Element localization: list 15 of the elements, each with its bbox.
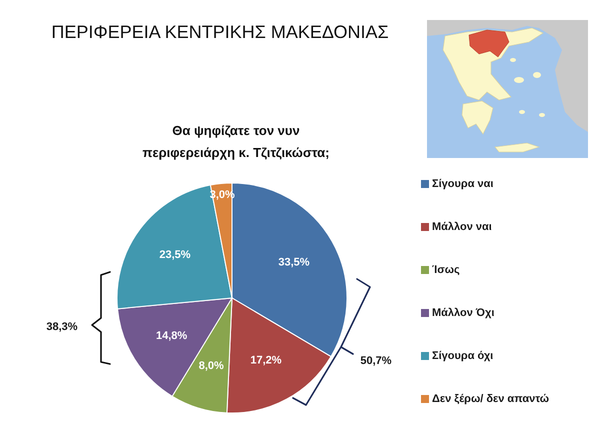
legend-label: Δεν ξέρω/ δεν απαντώ bbox=[432, 393, 550, 405]
legend-label: Σίγουρα όχι bbox=[432, 350, 494, 362]
chart-subtitle: Θα ψηφίζατε τον νυν περιφερειάρχη κ. Τζιτζικώστα; bbox=[141, 122, 331, 162]
data-label: 33,5% bbox=[278, 256, 310, 269]
data-label: 23,5% bbox=[159, 249, 191, 262]
legend-label: Μάλλον Όχι bbox=[432, 307, 494, 319]
legend-label: Μάλλον ναι bbox=[432, 221, 492, 233]
text: 50,7% bbox=[359, 354, 393, 369]
data-label: 14,8% bbox=[156, 330, 188, 342]
chart-title: ΠΕΡΙΦΕΡΕΙΑ ΚΕΝΤΡΙΚΗΣ ΜΑΚΕΔΟΝΙΑΣ bbox=[50, 21, 390, 44]
text: 38,3% bbox=[45, 320, 79, 335]
data-label: 8,0% bbox=[198, 360, 224, 372]
legend-label: Σίγουρα ναι bbox=[432, 178, 494, 190]
data-label: 17,2% bbox=[250, 354, 282, 367]
legend-label: Ίσως bbox=[432, 264, 460, 276]
